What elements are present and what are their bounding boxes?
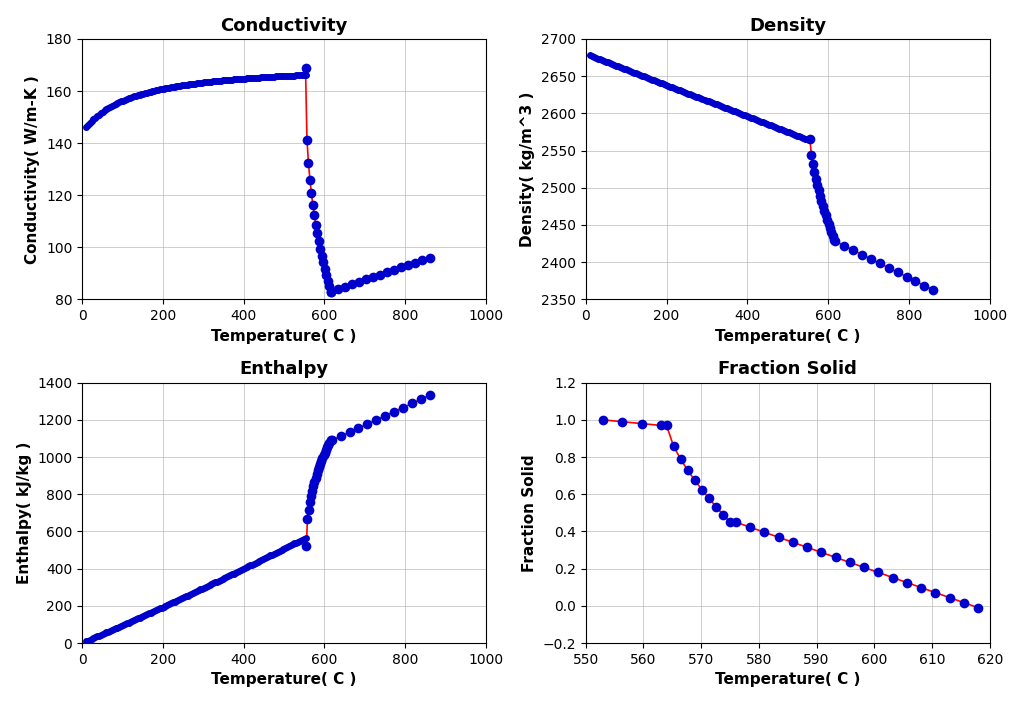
Y-axis label: Enthalpy( kJ/kg ): Enthalpy( kJ/kg ) bbox=[16, 441, 32, 584]
Y-axis label: Conductivity( W/m-K ): Conductivity( W/m-K ) bbox=[26, 75, 40, 263]
Title: Enthalpy: Enthalpy bbox=[240, 360, 329, 378]
Title: Conductivity: Conductivity bbox=[220, 17, 348, 34]
Title: Fraction Solid: Fraction Solid bbox=[718, 360, 857, 378]
Title: Density: Density bbox=[750, 17, 826, 34]
X-axis label: Temperature( C ): Temperature( C ) bbox=[211, 672, 356, 687]
X-axis label: Temperature( C ): Temperature( C ) bbox=[715, 672, 860, 687]
Y-axis label: Density( kg/m^3 ): Density( kg/m^3 ) bbox=[520, 92, 536, 247]
X-axis label: Temperature( C ): Temperature( C ) bbox=[715, 329, 860, 344]
Y-axis label: Fraction Solid: Fraction Solid bbox=[522, 454, 537, 572]
X-axis label: Temperature( C ): Temperature( C ) bbox=[211, 329, 356, 344]
